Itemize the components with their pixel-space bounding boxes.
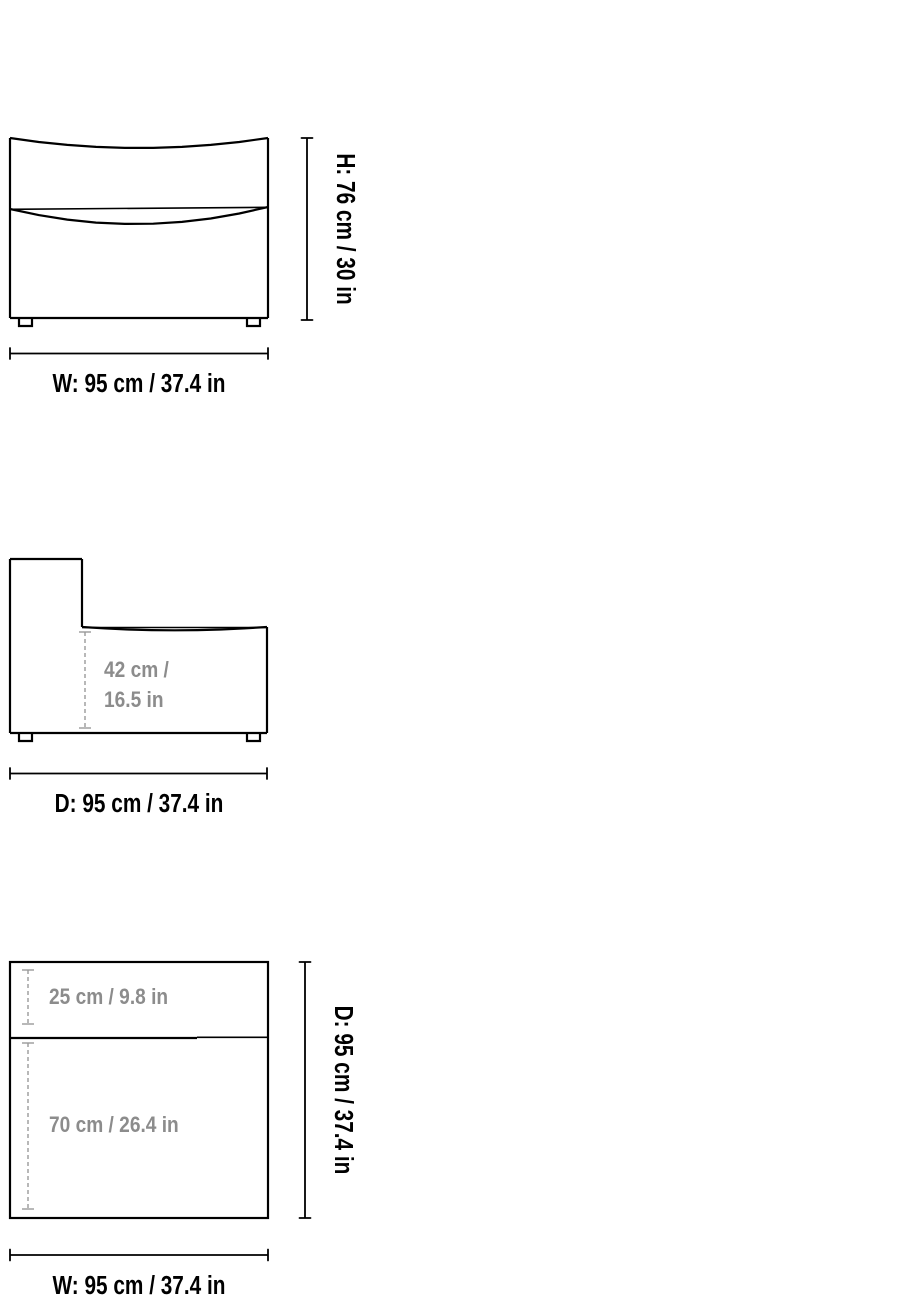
svg-text:W: 95 cm / 37.4 in: W: 95 cm / 37.4 in: [53, 1271, 226, 1300]
svg-text:D: 95 cm / 37.4 in: D: 95 cm / 37.4 in: [55, 789, 224, 818]
svg-text:25 cm / 9.8 in: 25 cm / 9.8 in: [49, 985, 168, 1010]
svg-text:W: 95 cm / 37.4 in: W: 95 cm / 37.4 in: [53, 369, 226, 398]
svg-text:16.5 in: 16.5 in: [104, 688, 164, 713]
svg-text:H: 76 cm / 30 in: H: 76 cm / 30 in: [331, 153, 360, 304]
svg-text:D: 95 cm / 37.4 in: D: 95 cm / 37.4 in: [329, 1006, 358, 1175]
svg-text:70 cm / 26.4 in: 70 cm / 26.4 in: [49, 1113, 179, 1138]
svg-text:42 cm /: 42 cm /: [104, 658, 169, 683]
